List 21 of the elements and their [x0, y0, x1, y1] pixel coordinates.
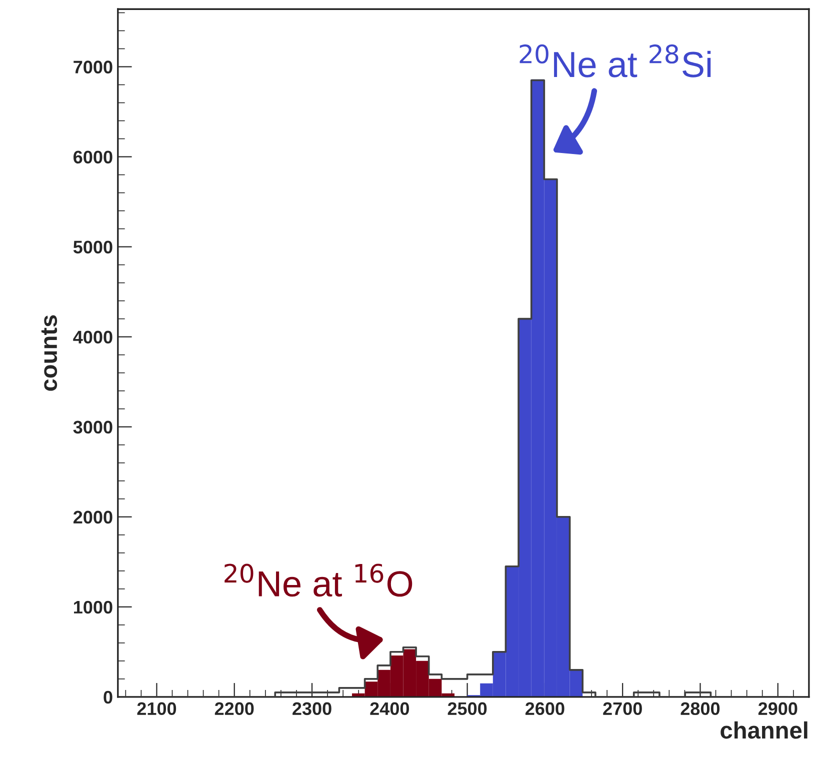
- x-tick-label: 2400: [370, 702, 409, 716]
- y-tick-label: 0: [104, 690, 112, 704]
- y-axis-title: counts: [41, 315, 58, 391]
- x-tick-label: 2600: [525, 702, 564, 716]
- x-tick-label: 2500: [448, 702, 487, 716]
- annotation: $^{20}$Ne at $^{16}$O: [224, 564, 412, 597]
- y-tick-label: 5000: [73, 240, 112, 254]
- x-tick-label: 2900: [758, 702, 798, 716]
- y-tick-label: 7000: [74, 60, 112, 74]
- y-tick-label: 3000: [73, 420, 112, 434]
- annotation: $^{20}$Ne at $^{28}$Si: [520, 44, 711, 78]
- y-tick-label: 4000: [73, 330, 112, 344]
- y-tick-label: 1000: [74, 600, 112, 614]
- x-axis-title: channel: [720, 721, 808, 739]
- y-tick-label: 6000: [74, 150, 112, 164]
- x-tick-label: 2800: [680, 702, 720, 716]
- x-tick-label: 2300: [292, 702, 332, 716]
- x-tick-label: 2100: [137, 702, 176, 716]
- x-tick-label: 2200: [214, 702, 254, 716]
- x-tick-label: 2700: [603, 702, 642, 716]
- y-tick-label: 2000: [73, 510, 112, 524]
